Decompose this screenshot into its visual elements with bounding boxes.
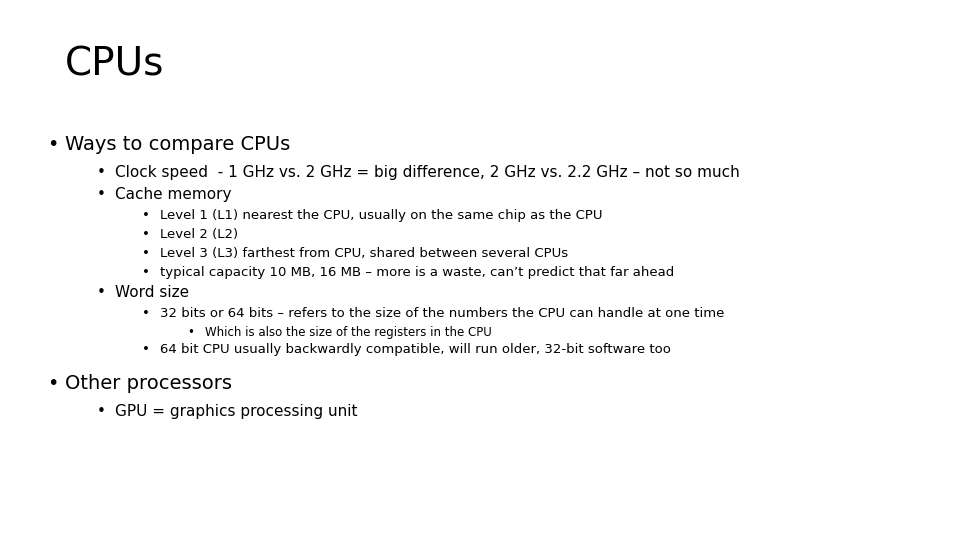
Text: •: •: [142, 307, 150, 320]
Text: •: •: [142, 247, 150, 260]
Text: typical capacity 10 MB, 16 MB – more is a waste, can’t predict that far ahead: typical capacity 10 MB, 16 MB – more is …: [160, 266, 674, 279]
Text: Ways to compare CPUs: Ways to compare CPUs: [65, 135, 290, 154]
Text: •: •: [97, 285, 106, 300]
Text: Level 3 (L3) farthest from CPU, shared between several CPUs: Level 3 (L3) farthest from CPU, shared b…: [160, 247, 568, 260]
Text: Which is also the size of the registers in the CPU: Which is also the size of the registers …: [205, 326, 492, 339]
Text: Level 1 (L1) nearest the CPU, usually on the same chip as the CPU: Level 1 (L1) nearest the CPU, usually on…: [160, 209, 603, 222]
Text: Cache memory: Cache memory: [115, 187, 231, 202]
Text: Word size: Word size: [115, 285, 189, 300]
Text: •: •: [97, 187, 106, 202]
Text: Clock speed  - 1 GHz vs. 2 GHz = big difference, 2 GHz vs. 2.2 GHz – not so much: Clock speed - 1 GHz vs. 2 GHz = big diff…: [115, 165, 740, 180]
Text: CPUs: CPUs: [65, 45, 164, 83]
Text: Other processors: Other processors: [65, 374, 232, 393]
Text: •: •: [142, 266, 150, 279]
Text: •: •: [97, 165, 106, 180]
Text: •: •: [47, 135, 59, 154]
Text: 64 bit CPU usually backwardly compatible, will run older, 32-bit software too: 64 bit CPU usually backwardly compatible…: [160, 343, 671, 356]
Text: •: •: [142, 228, 150, 241]
Text: Level 2 (L2): Level 2 (L2): [160, 228, 238, 241]
Text: •: •: [187, 326, 194, 339]
Text: •: •: [97, 404, 106, 419]
Text: •: •: [142, 343, 150, 356]
Text: •: •: [47, 374, 59, 393]
Text: GPU = graphics processing unit: GPU = graphics processing unit: [115, 404, 357, 419]
Text: •: •: [142, 209, 150, 222]
Text: 32 bits or 64 bits – refers to the size of the numbers the CPU can handle at one: 32 bits or 64 bits – refers to the size …: [160, 307, 725, 320]
